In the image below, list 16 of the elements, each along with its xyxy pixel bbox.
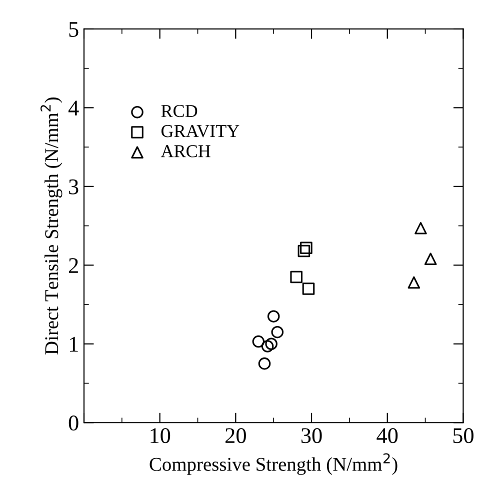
legend-label: GRAVITY [161,125,240,138]
legend-label: ARCH [160,145,210,158]
y-tick-label: 1 [70,336,78,352]
y-tick-label: 5 [69,22,78,37]
y-tick-label: 4 [68,100,79,116]
y-tick-label: 2 [69,258,78,273]
x-axis-title: Compressive Strength (N/mm$^{2}$) [150,453,398,475]
x-tick-label: 50 [453,428,474,444]
x-tick-label: 20 [226,428,246,444]
legend-label: RCD [161,104,198,118]
x-tick-label: 40 [376,428,398,444]
x-tick-label: 30 [301,428,322,444]
y-tick-label: 0 [68,416,78,431]
y-axis-title: Direct Tensile Strength (N/mm$^{2}$) [40,98,62,354]
y-tick-label: 3 [69,179,78,194]
x-tick-label: 10 [150,428,170,444]
